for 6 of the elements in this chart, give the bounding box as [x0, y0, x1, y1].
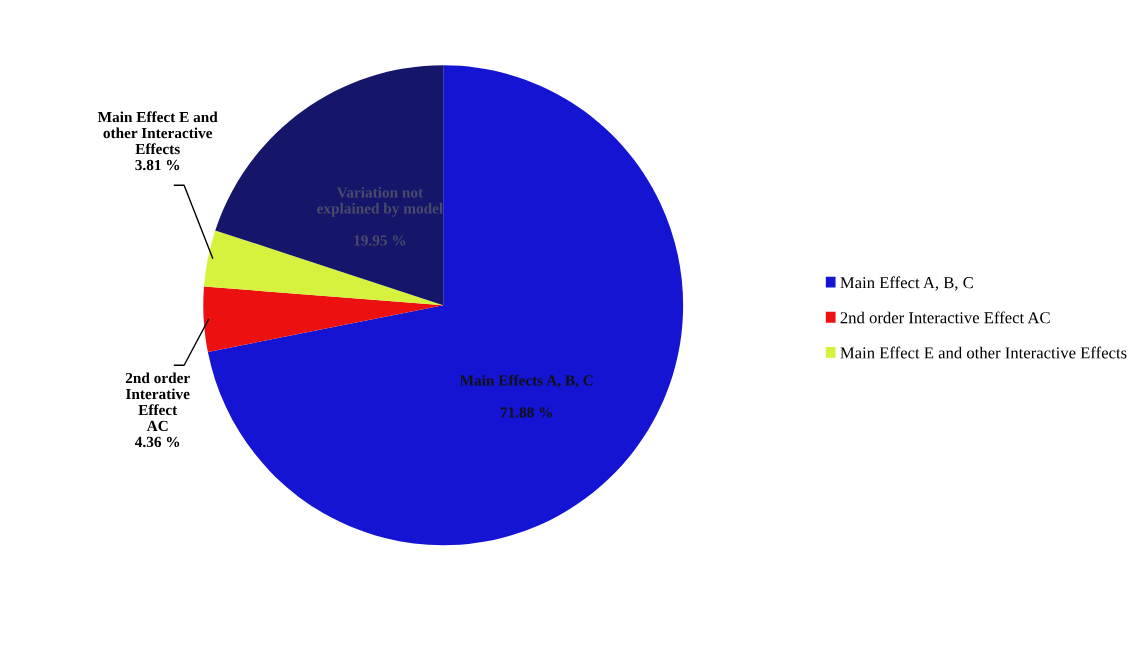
legend-label: Main Effect A, B, C [840, 276, 973, 291]
data-label: Main Effect E and other Interactive Effects 3.81 % [97, 111, 218, 171]
legend-label: Main Effect E and other Interactive Effects [840, 346, 1127, 359]
legend-label: 2nd order Interactive Effect AC [840, 311, 1050, 324]
data-label: 2nd order Interative Effect AC 4.36 % [125, 372, 190, 448]
text: Main Effects A, B, C 71.88 % [459, 374, 593, 418]
